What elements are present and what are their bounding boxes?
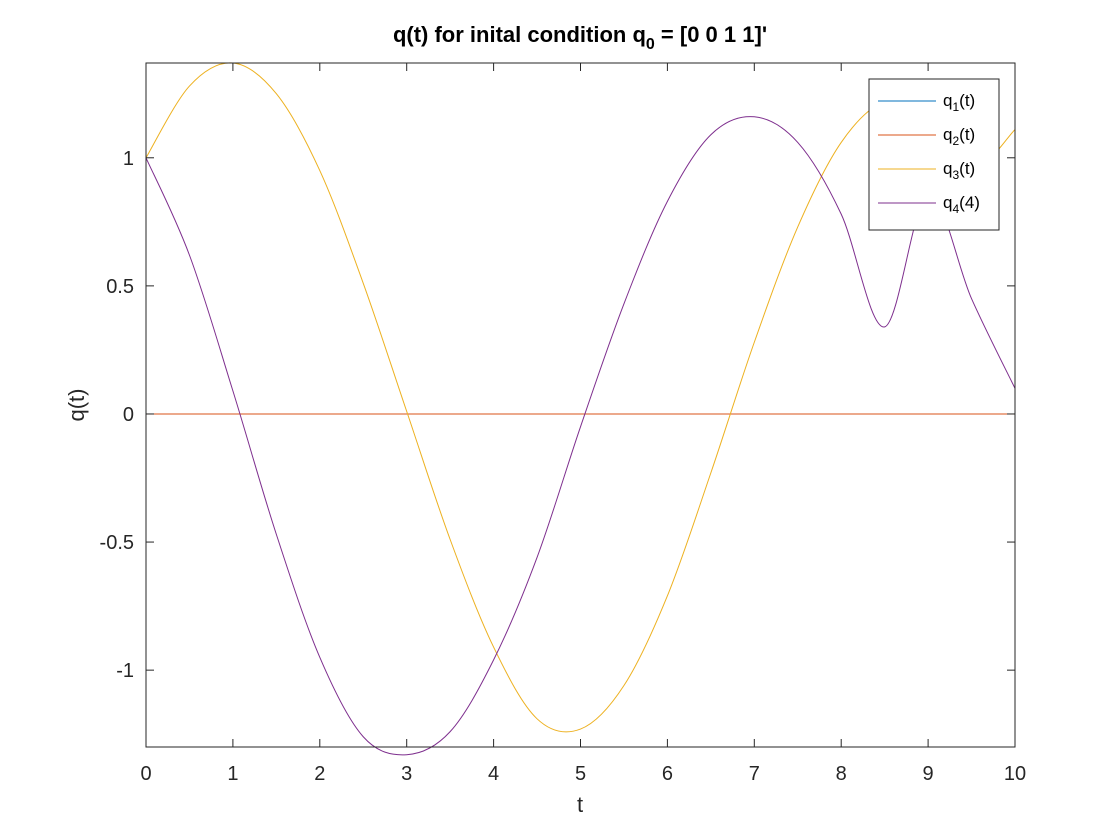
chart-title-subscript: 0 — [646, 36, 655, 53]
series-layer — [145, 62, 1016, 756]
x-tick-label: 3 — [401, 763, 412, 785]
series-line-q3 — [145, 62, 1016, 733]
x-tick-label: 0 — [140, 763, 151, 785]
x-tick-label: 5 — [575, 763, 586, 785]
y-tick-label: 0 — [123, 404, 134, 426]
chart-title: q(t) for inital condition q0 = [0 0 1 1]… — [393, 22, 767, 53]
x-tick-label: 8 — [836, 763, 847, 785]
x-tick-label: 1 — [227, 763, 238, 785]
y-tick-label: -1 — [116, 660, 134, 682]
y-axis-label: q(t) — [64, 389, 89, 422]
chart-title-main: q(t) for inital condition q — [393, 22, 646, 47]
legend-label-q3: q3(t) — [943, 159, 975, 182]
x-tick-label: 4 — [488, 763, 499, 785]
x-tick-label: 10 — [1004, 763, 1026, 785]
series-line-q4 — [145, 116, 1016, 756]
y-tick-label: 1 — [123, 148, 134, 170]
legend-label-q1: q1(t) — [943, 91, 975, 114]
legend-box — [868, 78, 1000, 231]
y-tick-label: 0.5 — [106, 276, 134, 298]
x-tick-label: 2 — [314, 763, 325, 785]
x-tick-label: 6 — [662, 763, 673, 785]
x-axis-label: t — [577, 792, 583, 817]
legend-label-q2: q2(t) — [943, 125, 975, 148]
x-tick-label: 7 — [749, 763, 760, 785]
legend: q1(t) q2(t) q3(t) q4(4) — [868, 78, 1000, 231]
legend-label-q4: q4(4) — [943, 193, 980, 216]
ticks-layer: 0 1 2 3 4 5 6 7 8 9 10 -1 -0.5 0 0.5 1 — [100, 63, 1026, 785]
x-tick-label: 9 — [923, 763, 934, 785]
legend-items: q1(t) q2(t) q3(t) q4(4) — [878, 91, 980, 216]
chart-title-rest: = [0 0 1 1]' — [655, 22, 767, 47]
y-tick-label: -0.5 — [100, 532, 134, 554]
